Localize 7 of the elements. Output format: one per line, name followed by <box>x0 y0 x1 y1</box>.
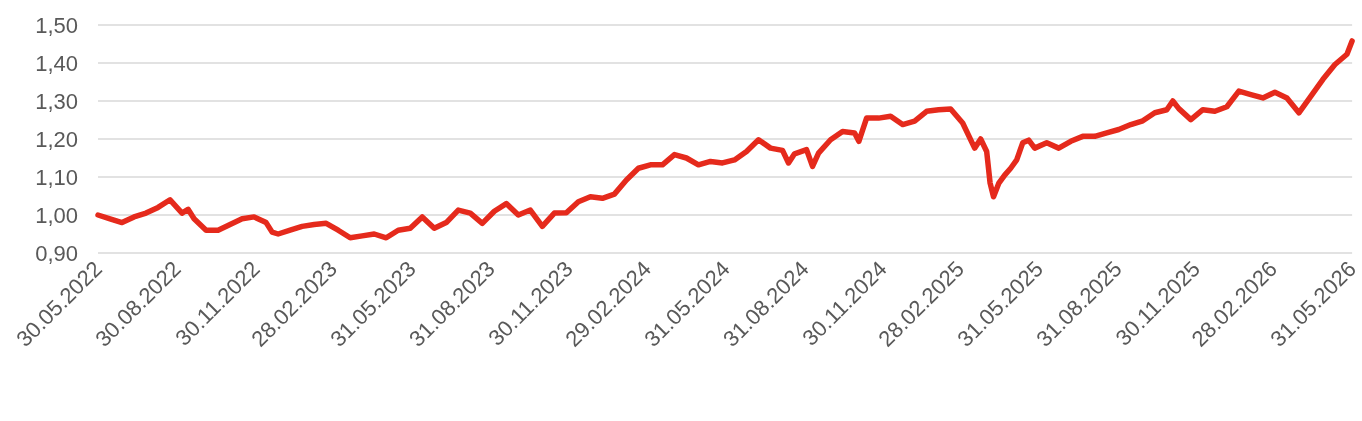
y-tick-label: 1,20 <box>35 126 78 152</box>
y-tick-label: 1,50 <box>35 12 78 38</box>
y-tick-label: 1,40 <box>35 50 78 76</box>
y-tick-label: 1,30 <box>35 88 78 114</box>
y-tick-label: 1,00 <box>35 202 78 228</box>
y-tick-label: 0,90 <box>35 240 78 266</box>
y-tick-label: 1,10 <box>35 164 78 190</box>
